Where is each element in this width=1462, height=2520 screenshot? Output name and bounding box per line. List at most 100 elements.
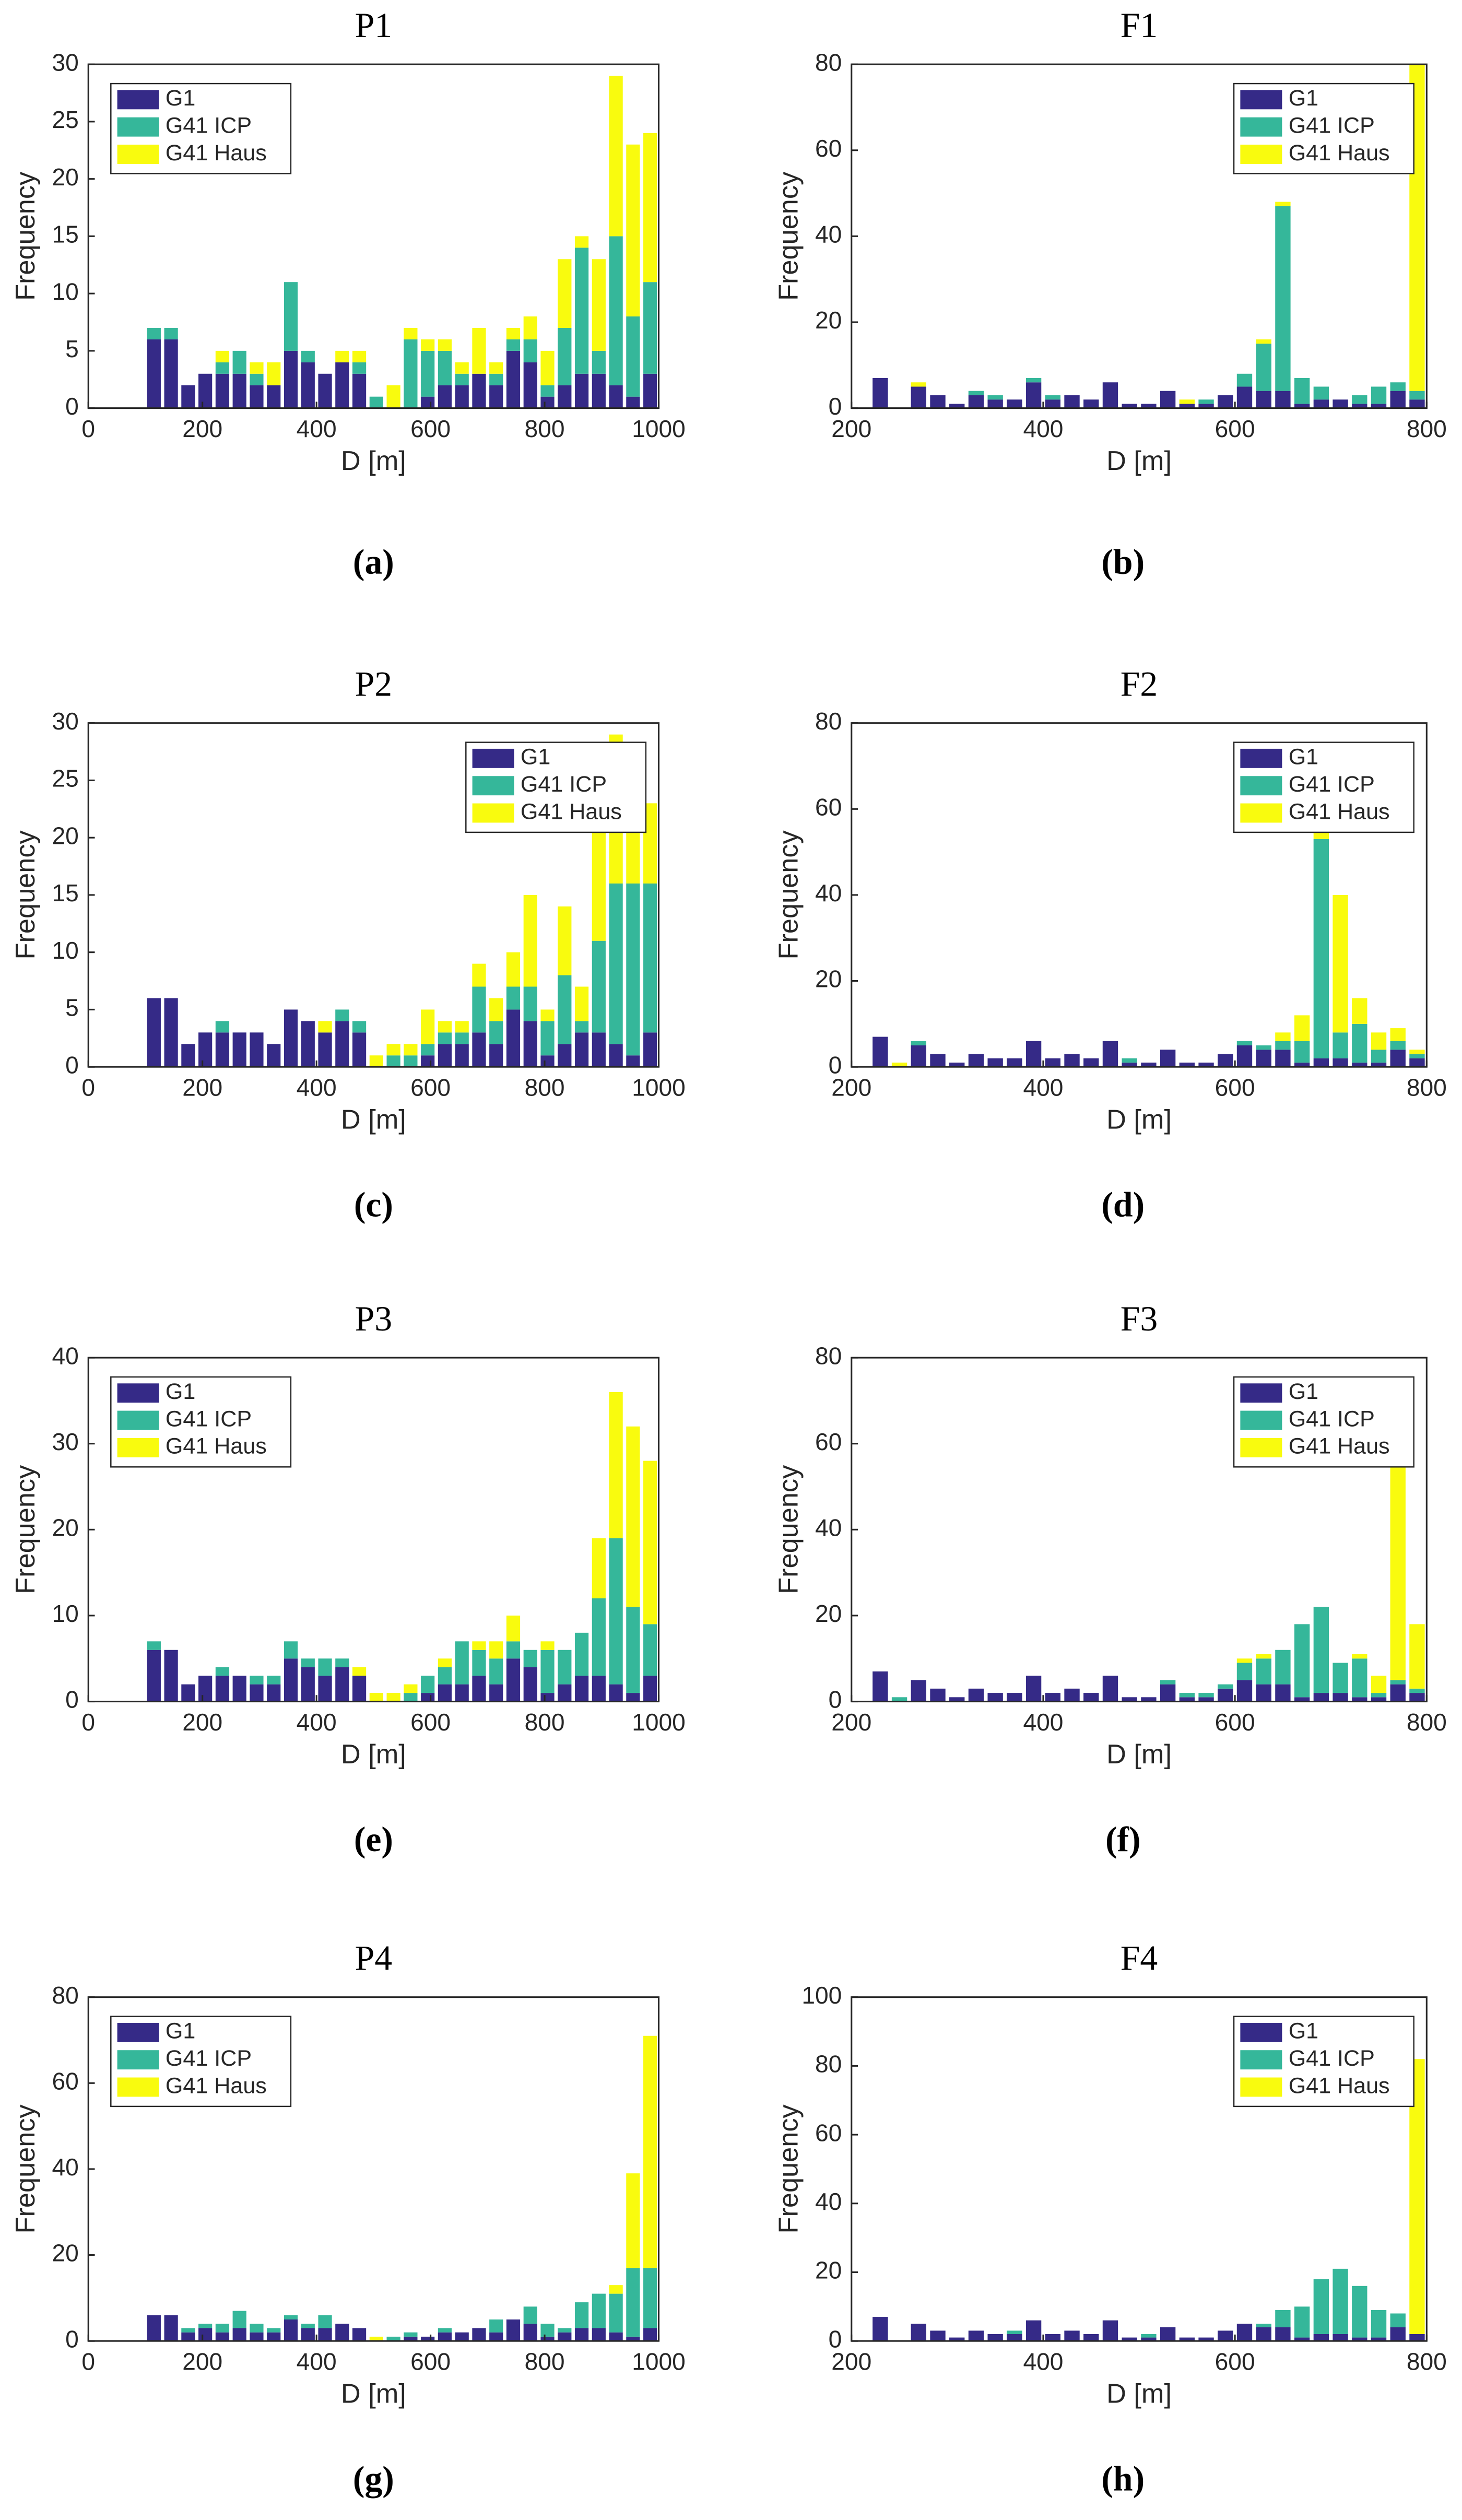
bar-segment bbox=[455, 385, 469, 408]
bar-segment bbox=[369, 1693, 383, 1702]
bar-segment bbox=[404, 1684, 418, 1693]
legend-label: G41 Haus bbox=[1289, 2073, 1390, 2098]
legend-label: G41 ICP bbox=[166, 2046, 252, 2071]
bar-segment bbox=[1179, 1693, 1195, 1698]
bar-segment bbox=[250, 1676, 264, 1685]
bar-segment bbox=[455, 2332, 469, 2341]
legend-label: G1 bbox=[1289, 86, 1318, 111]
bar-segment bbox=[250, 2324, 264, 2333]
legend-swatch bbox=[472, 748, 514, 768]
x-tick-label: 400 bbox=[297, 2348, 337, 2375]
bar-segment bbox=[232, 2328, 246, 2341]
legend-swatch bbox=[117, 144, 159, 164]
bar-segment bbox=[267, 362, 281, 385]
x-tick-label: 400 bbox=[1023, 2348, 1063, 2375]
bar-segment bbox=[421, 350, 435, 397]
y-tick-label: 20 bbox=[815, 1600, 842, 1627]
bar-segment bbox=[1025, 1041, 1042, 1067]
legend-swatch bbox=[117, 1410, 159, 1430]
bar-segment bbox=[489, 1658, 503, 1685]
bar-segment bbox=[1160, 1684, 1176, 1702]
legend-label: G41 ICP bbox=[1289, 113, 1375, 138]
bar-segment bbox=[1390, 382, 1406, 391]
legend-swatch bbox=[117, 1383, 159, 1403]
bar-segment bbox=[335, 1021, 349, 1067]
bar-segment bbox=[643, 2035, 657, 2268]
bar-segment bbox=[164, 2315, 178, 2341]
bar-segment bbox=[540, 1055, 555, 1067]
y-tick-label: 20 bbox=[815, 307, 842, 334]
bar-segment bbox=[1256, 344, 1271, 391]
bar-segment bbox=[404, 2336, 418, 2341]
bar-segment bbox=[506, 1009, 521, 1067]
bar-segment bbox=[147, 998, 161, 1067]
bar-segment bbox=[489, 373, 503, 385]
bar-segment bbox=[438, 2328, 452, 2333]
y-axis-label: Frequency bbox=[10, 830, 41, 960]
y-tick-label: 80 bbox=[815, 708, 842, 735]
bar-segment bbox=[198, 2328, 213, 2341]
bar-segment bbox=[267, 2328, 281, 2333]
bar-segment bbox=[147, 1650, 161, 1702]
y-tick-label: 20 bbox=[52, 822, 78, 849]
bar-segment bbox=[987, 2334, 1003, 2341]
bar-segment bbox=[609, 236, 623, 385]
bar-segment bbox=[215, 1021, 230, 1033]
bar-segment bbox=[1007, 2334, 1022, 2341]
bar-segment bbox=[626, 2336, 640, 2341]
x-tick-label: 600 bbox=[1215, 2348, 1255, 2375]
y-axis-label: Frequency bbox=[774, 171, 804, 301]
y-tick-label: 60 bbox=[815, 1428, 842, 1455]
bar-segment bbox=[1256, 1045, 1271, 1050]
y-tick-label: 20 bbox=[52, 2240, 78, 2267]
bar-segment bbox=[643, 282, 657, 374]
bar-segment bbox=[592, 2328, 606, 2341]
x-tick-label: 600 bbox=[1215, 415, 1255, 442]
bar-segment bbox=[489, 2332, 503, 2341]
bar-segment bbox=[164, 998, 178, 1067]
bar-segment bbox=[540, 2336, 555, 2341]
chart-title: F2 bbox=[1121, 665, 1158, 704]
bar-segment bbox=[438, 1044, 452, 1067]
y-tick-label: 80 bbox=[815, 2051, 842, 2078]
bar-segment bbox=[930, 2330, 946, 2341]
caption: (f) bbox=[1105, 1820, 1141, 1859]
bar-segment bbox=[284, 2315, 298, 2319]
bar-segment bbox=[1083, 399, 1099, 408]
bar-segment bbox=[1371, 1676, 1387, 1693]
bar-segment bbox=[352, 1676, 367, 1702]
legend-label: G1 bbox=[1289, 2019, 1318, 2044]
bar-segment bbox=[164, 339, 178, 408]
bar-segment bbox=[1236, 373, 1253, 387]
x-tick-label: 600 bbox=[410, 2348, 451, 2375]
y-tick-label: 10 bbox=[52, 937, 78, 964]
bar-segment bbox=[404, 2332, 418, 2337]
bar-segment bbox=[1390, 1443, 1406, 1680]
bar-segment bbox=[574, 2328, 589, 2341]
bar-segment bbox=[1179, 1062, 1195, 1067]
y-tick-label: 0 bbox=[829, 1686, 842, 1713]
legend-swatch bbox=[1240, 776, 1282, 796]
bar-segment bbox=[421, 1693, 435, 1702]
y-tick-label: 80 bbox=[815, 1342, 842, 1369]
bar-segment bbox=[438, 1658, 452, 1667]
bar-segment bbox=[911, 1680, 926, 1702]
bar-segment bbox=[609, 2293, 623, 2333]
bar-segment bbox=[1122, 2337, 1137, 2341]
bar-segment bbox=[386, 1055, 400, 1067]
bar-segment bbox=[1025, 1676, 1042, 1702]
bar-segment bbox=[181, 1684, 195, 1702]
bar-segment bbox=[1371, 1697, 1387, 1702]
bar-segment bbox=[558, 327, 572, 385]
y-tick-label: 0 bbox=[829, 393, 842, 420]
y-axis-label: Frequency bbox=[10, 2104, 41, 2234]
bar-segment bbox=[626, 396, 640, 408]
bar-segment bbox=[574, 2302, 589, 2328]
bar-segment bbox=[506, 327, 521, 339]
bar-segment bbox=[301, 1021, 315, 1067]
bar-segment bbox=[1371, 1050, 1387, 1063]
bar-segment bbox=[438, 2332, 452, 2341]
